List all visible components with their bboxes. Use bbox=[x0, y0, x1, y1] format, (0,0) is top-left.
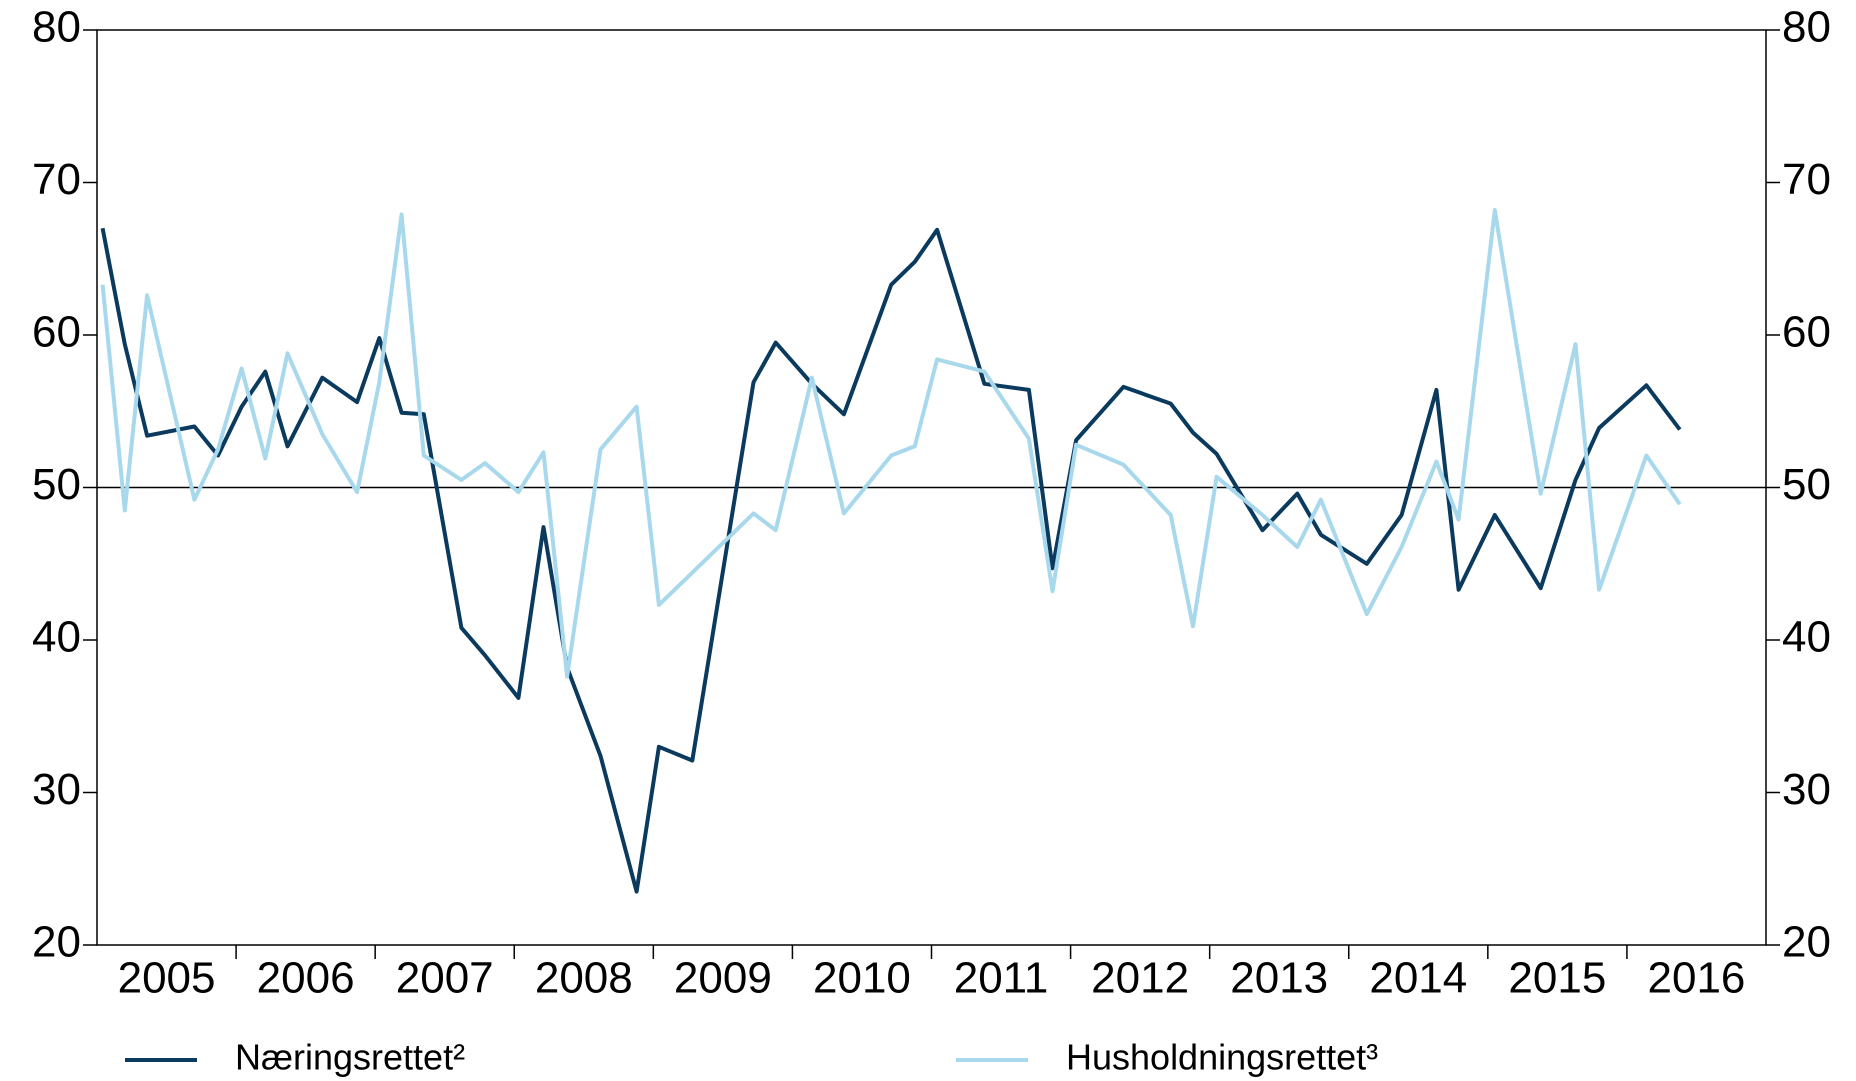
y-tick-label: 30 bbox=[32, 765, 81, 814]
y2-tick-label: 30 bbox=[1782, 765, 1831, 814]
y-tick-label: 70 bbox=[32, 155, 81, 204]
legend-label: Næringsrettet² bbox=[235, 1037, 465, 1078]
x-tick-label: 2009 bbox=[674, 954, 772, 1003]
y2-tick-label: 70 bbox=[1782, 155, 1831, 204]
x-tick-label: 2008 bbox=[535, 954, 633, 1003]
series-line bbox=[100, 208, 1682, 679]
x-tick-label: 2010 bbox=[813, 954, 911, 1003]
x-tick-label: 2016 bbox=[1648, 954, 1746, 1003]
y2-tick-label: 20 bbox=[1782, 918, 1831, 967]
x-tick-label: 2005 bbox=[118, 954, 216, 1003]
y-tick-label: 60 bbox=[32, 308, 81, 357]
y2-tick-label: 60 bbox=[1782, 308, 1831, 357]
y2-tick-label: 50 bbox=[1782, 460, 1831, 509]
x-tick-label: 2011 bbox=[954, 954, 1049, 1003]
x-tick-label: 2012 bbox=[1091, 954, 1189, 1003]
legend-label: Husholdningsrettet³ bbox=[1066, 1037, 1378, 1078]
x-tick-label: 2013 bbox=[1230, 954, 1328, 1003]
y-tick-label: 80 bbox=[32, 3, 81, 52]
y-tick-label: 20 bbox=[32, 918, 81, 967]
y2-tick-label: 80 bbox=[1782, 3, 1831, 52]
series-line bbox=[100, 227, 1682, 894]
x-tick-label: 2006 bbox=[257, 954, 355, 1003]
x-tick-label: 2014 bbox=[1369, 954, 1467, 1003]
y-tick-label: 50 bbox=[32, 460, 81, 509]
x-tick-label: 2015 bbox=[1508, 954, 1606, 1003]
y2-tick-label: 40 bbox=[1782, 613, 1831, 662]
x-tick-label: 2007 bbox=[396, 954, 494, 1003]
y-tick-label: 40 bbox=[32, 613, 81, 662]
